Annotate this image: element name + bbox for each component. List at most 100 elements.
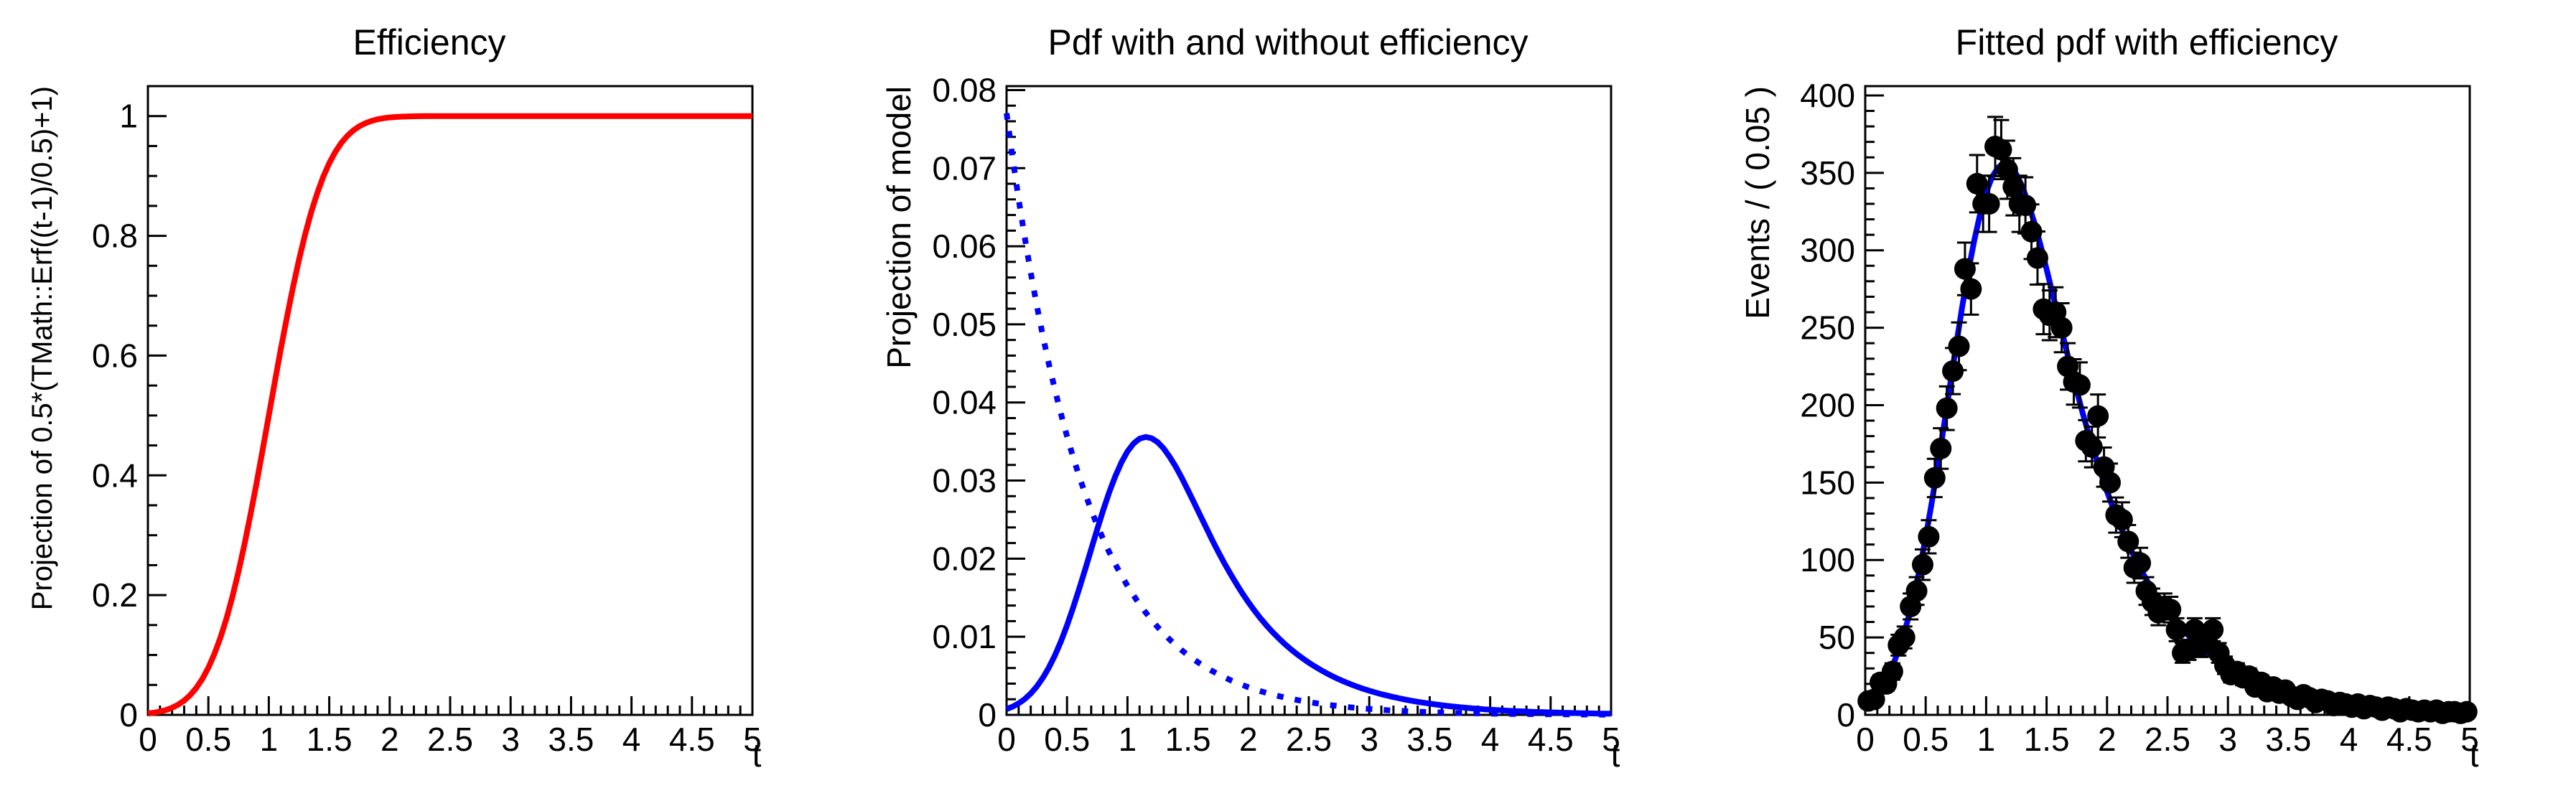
pdf-comparison-plot: 0 0.5 1 1.5 2 2.5 3 3.5 4 4.5 5 0 0.01 0.02 0.03 0.04 0.… — [880, 22, 1620, 774]
data-point — [1936, 397, 1958, 419]
x-axis: 0 0.5 1 1.5 2 2.5 3 3.5 4 4.5 5 — [139, 696, 762, 758]
data-point — [1863, 688, 1885, 711]
x-tick-label: 5 — [743, 721, 762, 758]
data-point — [2202, 619, 2224, 641]
y-tick-label: 0 — [978, 696, 997, 734]
y-tick-label: 100 — [1800, 541, 1855, 578]
x-tick-label: 5 — [1602, 721, 1620, 758]
data-point — [2129, 552, 2152, 574]
y-tick-label: 0 — [1837, 696, 1855, 734]
data-point — [2165, 619, 2188, 641]
x-tick-label: 0.5 — [1903, 721, 1949, 758]
x-tick-label: 0 — [1856, 721, 1875, 758]
y-axis: 0 0.01 0.02 0.03 0.04 0.05 0.06 0.07 0.08 — [932, 71, 1025, 734]
x-axis: 0 0.5 1 1.5 2 2.5 3 3.5 4 4.5 5 — [1856, 696, 2479, 758]
y-axis-title: Events / ( 0.05 ) — [1739, 86, 1776, 319]
y-tick-label: 0.01 — [932, 618, 997, 655]
x-tick-label: 4 — [2340, 721, 2358, 758]
data-point — [1942, 360, 1964, 383]
x-tick-label: 2.5 — [427, 721, 473, 758]
x-tick-label: 1.5 — [307, 721, 353, 758]
data-point — [1978, 192, 2000, 215]
y-tick-label: 0.02 — [932, 540, 997, 577]
x-tick-label: 2.5 — [1286, 721, 1332, 758]
data-point — [1881, 660, 1903, 683]
x-tick-label: 3.5 — [1406, 721, 1452, 758]
y-tick-label: 0.8 — [92, 217, 138, 255]
y-tick-label: 0.4 — [92, 456, 138, 494]
x-tick-label: 3 — [501, 721, 520, 758]
data-point — [1893, 627, 1915, 649]
efficiency-plot: 0 0.5 1 1.5 2 2.5 3 3.5 4 4.5 5 0 0.2 0.4 0.6 0.8 1 Effic… — [27, 22, 762, 774]
data-point — [1990, 139, 2012, 161]
plot-frame — [1005, 85, 1613, 716]
model-without-efficiency — [1004, 113, 1611, 718]
fitted-pdf-plot: 0 0.5 1 1.5 2 2.5 3 3.5 4 4.5 50501001502002503003… — [1739, 22, 2479, 774]
data-point — [1954, 258, 1976, 280]
y-tick-label: 0.05 — [932, 306, 997, 343]
data-point — [2160, 599, 2182, 621]
y-tick-label: 0.08 — [932, 71, 997, 108]
data-point — [2455, 701, 2478, 723]
data-point — [2099, 472, 2122, 494]
y-tick-label: 0.03 — [932, 462, 997, 500]
y-tick-label: 200 — [1800, 386, 1855, 423]
data-point — [2050, 317, 2073, 339]
x-tick-label: 3.5 — [2265, 721, 2311, 758]
y-tick-label: 50 — [1819, 619, 1855, 656]
x-tick-label: 4 — [1481, 721, 1500, 758]
data-point — [1996, 159, 2018, 181]
x-tick-label: 1 — [1977, 721, 1996, 758]
x-tick-label: 4.5 — [2386, 721, 2432, 758]
y-tick-label: 1 — [119, 98, 138, 135]
x-tick-label: 0 — [139, 721, 157, 758]
x-tick-label: 1.5 — [1165, 721, 1211, 758]
y-axis: 0 50 100 150 200 250 300 350 400 — [1800, 77, 1884, 734]
data-points — [1857, 136, 2478, 724]
y-tick-label: 150 — [1800, 464, 1855, 501]
model-with-efficiency — [1005, 434, 1612, 717]
y-tick-label: 0.2 — [92, 576, 138, 614]
data-point — [1948, 335, 1970, 357]
x-tick-label: 0.5 — [185, 721, 231, 758]
data-point — [2026, 247, 2048, 269]
x-tick-label: 3 — [2218, 721, 2237, 758]
x-axis-title: t — [2470, 736, 2479, 774]
data-point — [1966, 172, 1988, 195]
x-tick-label: 3.5 — [548, 721, 594, 758]
plot-title: Pdf with and without efficiency — [1048, 22, 1529, 62]
x-tick-label: 1 — [1119, 721, 1137, 758]
x-tick-label: 0 — [997, 721, 1016, 758]
y-tick-label: 0.6 — [92, 337, 138, 374]
y-tick-label: 350 — [1800, 154, 1855, 192]
y-axis-title: Projection of model — [880, 86, 918, 369]
x-tick-label: 3 — [1360, 721, 1378, 758]
data-point — [2015, 195, 2037, 217]
x-tick-label: 4.5 — [1528, 721, 1574, 758]
x-tick-label: 2 — [1239, 721, 1258, 758]
data-point — [1930, 437, 1952, 459]
plot-frame — [1864, 85, 2471, 716]
x-tick-label: 4 — [622, 721, 641, 758]
y-axis: 0 0.2 0.4 0.6 0.8 1 — [92, 98, 167, 734]
y-tick-label: 250 — [1800, 309, 1855, 347]
y-tick-label: 300 — [1800, 232, 1855, 269]
x-tick-label: 2 — [381, 721, 399, 758]
x-tick-label: 1.5 — [2024, 721, 2070, 758]
data-point — [1918, 525, 1940, 548]
y-tick-label: 0.04 — [932, 384, 997, 421]
data-point — [2081, 436, 2103, 458]
data-point — [2111, 509, 2133, 531]
data-point — [2068, 374, 2091, 396]
data-point — [2020, 220, 2043, 243]
x-tick-label: 5 — [2460, 721, 2479, 758]
x-axis: 0 0.5 1 1.5 2 2.5 3 3.5 4 4.5 5 — [997, 696, 1620, 758]
data-point — [1960, 278, 1982, 300]
data-point — [2087, 405, 2109, 427]
x-tick-label: 2 — [2098, 721, 2117, 758]
x-tick-label: 0.5 — [1044, 721, 1090, 758]
data-point — [1905, 580, 1928, 602]
y-tick-label: 400 — [1800, 77, 1855, 114]
y-axis-title: Projection of 0.5*(TMath::Erf((t-1)/0.5)… — [27, 86, 58, 610]
